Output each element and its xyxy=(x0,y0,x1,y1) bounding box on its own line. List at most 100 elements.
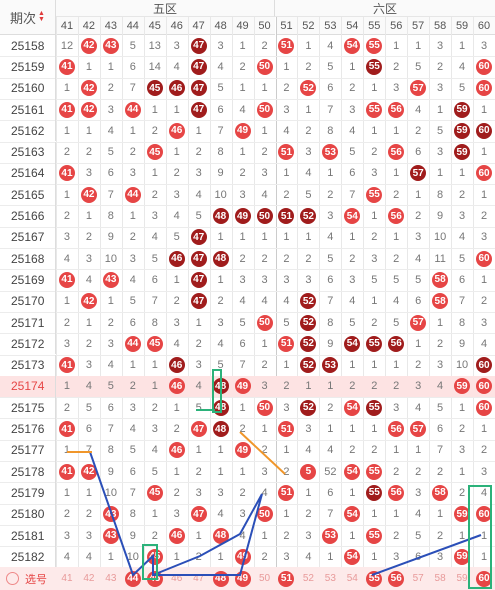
grid-cell[interactable]: 1 xyxy=(363,78,385,99)
grid-cell[interactable]: 60 xyxy=(473,376,495,397)
grid-cell[interactable]: 6 xyxy=(451,269,473,290)
grid-cell[interactable]: 1 xyxy=(276,227,298,248)
grid-cell[interactable]: 3 xyxy=(297,525,319,546)
grid-cell[interactable]: 3 xyxy=(297,418,319,439)
grid-cell[interactable]: 4 xyxy=(144,440,166,461)
grid-cell[interactable]: 5 xyxy=(407,269,429,290)
grid-cell[interactable]: 3 xyxy=(254,269,276,290)
grid-cell[interactable]: 7 xyxy=(341,184,363,205)
grid-cell[interactable]: 5 xyxy=(341,142,363,163)
grid-cell[interactable]: 4 xyxy=(407,99,429,120)
grid-cell[interactable]: 2 xyxy=(385,56,407,77)
grid-cell[interactable]: 2 xyxy=(363,227,385,248)
grid-cell[interactable]: 9 xyxy=(319,333,341,354)
grid-cell[interactable]: 1 xyxy=(210,227,232,248)
grid-cell[interactable]: 1 xyxy=(56,78,78,99)
grid-cell[interactable]: 44 xyxy=(122,99,144,120)
grid-cell[interactable]: 3 xyxy=(166,184,188,205)
select-number-53[interactable]: 53 xyxy=(324,573,336,584)
grid-cell[interactable]: 1 xyxy=(144,376,166,397)
grid-cell[interactable]: 7 xyxy=(319,99,341,120)
grid-cell[interactable]: 53 xyxy=(319,525,341,546)
grid-cell[interactable]: 56 xyxy=(385,333,407,354)
grid-cell[interactable]: 1 xyxy=(232,397,254,418)
grid-cell[interactable]: 55 xyxy=(363,99,385,120)
grid-cell[interactable]: 3 xyxy=(363,163,385,184)
grid-cell[interactable]: 60 xyxy=(473,56,495,77)
grid-cell[interactable]: 3 xyxy=(210,482,232,503)
grid-cell[interactable]: 3 xyxy=(451,205,473,226)
grid-cell[interactable]: 7 xyxy=(122,482,144,503)
grid-cell[interactable]: 60 xyxy=(473,397,495,418)
grid-cell[interactable]: 1 xyxy=(78,482,100,503)
grid-cell[interactable]: 2 xyxy=(210,291,232,312)
grid-cell[interactable]: 1 xyxy=(166,142,188,163)
grid-cell[interactable]: 9 xyxy=(210,163,232,184)
grid-cell[interactable]: 5 xyxy=(407,56,429,77)
grid-cell[interactable]: 53 xyxy=(319,355,341,376)
grid-cell[interactable]: 1 xyxy=(385,440,407,461)
grid-cell[interactable]: 57 xyxy=(407,163,429,184)
grid-cell[interactable]: 7 xyxy=(122,78,144,99)
grid-cell[interactable]: 1 xyxy=(385,227,407,248)
grid-cell[interactable]: 4 xyxy=(254,184,276,205)
grid-cell[interactable]: 4 xyxy=(276,120,298,141)
grid-cell[interactable]: 1 xyxy=(341,227,363,248)
grid-cell[interactable]: 9 xyxy=(429,205,451,226)
grid-cell[interactable]: 2 xyxy=(385,184,407,205)
grid-cell[interactable]: 1 xyxy=(78,312,100,333)
grid-cell[interactable]: 1 xyxy=(341,525,363,546)
grid-cell[interactable]: 46 xyxy=(166,120,188,141)
grid-cell[interactable]: 4 xyxy=(100,355,122,376)
grid-cell[interactable]: 2 xyxy=(232,418,254,439)
grid-cell[interactable]: 2 xyxy=(363,312,385,333)
grid-cell[interactable]: 2 xyxy=(254,355,276,376)
grid-cell[interactable]: 1 xyxy=(473,525,495,546)
grid-cell[interactable]: 4 xyxy=(319,35,341,56)
grid-cell[interactable]: 3 xyxy=(363,248,385,269)
grid-cell[interactable]: 41 xyxy=(56,163,78,184)
grid-cell[interactable]: 1 xyxy=(78,120,100,141)
grid-cell[interactable]: 58 xyxy=(429,291,451,312)
grid-cell[interactable]: 41 xyxy=(56,269,78,290)
grid-cell[interactable]: 3 xyxy=(254,163,276,184)
grid-cell[interactable]: 41 xyxy=(56,355,78,376)
grid-cell[interactable]: 2 xyxy=(122,376,144,397)
grid-cell[interactable]: 48 xyxy=(210,205,232,226)
grid-cell[interactable]: 1 xyxy=(407,35,429,56)
grid-cell[interactable]: 6 xyxy=(429,418,451,439)
grid-cell[interactable]: 7 xyxy=(319,291,341,312)
grid-cell[interactable]: 1 xyxy=(407,333,429,354)
grid-cell[interactable]: 4 xyxy=(473,333,495,354)
grid-cell[interactable]: 3 xyxy=(188,355,210,376)
grid-cell[interactable]: 1 xyxy=(363,291,385,312)
select-number-55[interactable]: 55 xyxy=(363,567,385,590)
grid-cell[interactable]: 3 xyxy=(144,205,166,226)
grid-cell[interactable]: 5 xyxy=(319,56,341,77)
grid-cell[interactable]: 1 xyxy=(363,205,385,226)
grid-cell[interactable]: 2 xyxy=(385,461,407,482)
grid-cell[interactable]: 1 xyxy=(276,440,298,461)
grid-cell[interactable]: 1 xyxy=(56,120,78,141)
grid-cell[interactable]: 4 xyxy=(78,376,100,397)
grid-cell[interactable]: 1 xyxy=(144,99,166,120)
grid-cell[interactable]: 4 xyxy=(56,248,78,269)
grid-cell[interactable]: 43 xyxy=(100,35,122,56)
select-label[interactable]: 选号 xyxy=(0,567,56,590)
grid-cell[interactable]: 1 xyxy=(254,525,276,546)
grid-cell[interactable]: 52 xyxy=(297,355,319,376)
grid-cell[interactable]: 3 xyxy=(473,227,495,248)
grid-cell[interactable]: 5 xyxy=(341,312,363,333)
grid-cell[interactable]: 50 xyxy=(254,312,276,333)
grid-cell[interactable]: 4 xyxy=(451,56,473,77)
grid-cell[interactable]: 56 xyxy=(385,142,407,163)
grid-cell[interactable]: 1 xyxy=(122,120,144,141)
grid-cell[interactable]: 42 xyxy=(78,461,100,482)
grid-cell[interactable]: 14 xyxy=(144,56,166,77)
grid-cell[interactable]: 2 xyxy=(78,142,100,163)
grid-cell[interactable]: 2 xyxy=(144,120,166,141)
grid-cell[interactable]: 3 xyxy=(429,142,451,163)
grid-cell[interactable]: 59 xyxy=(451,546,473,567)
grid-cell[interactable]: 5 xyxy=(166,227,188,248)
grid-cell[interactable]: 5 xyxy=(100,142,122,163)
